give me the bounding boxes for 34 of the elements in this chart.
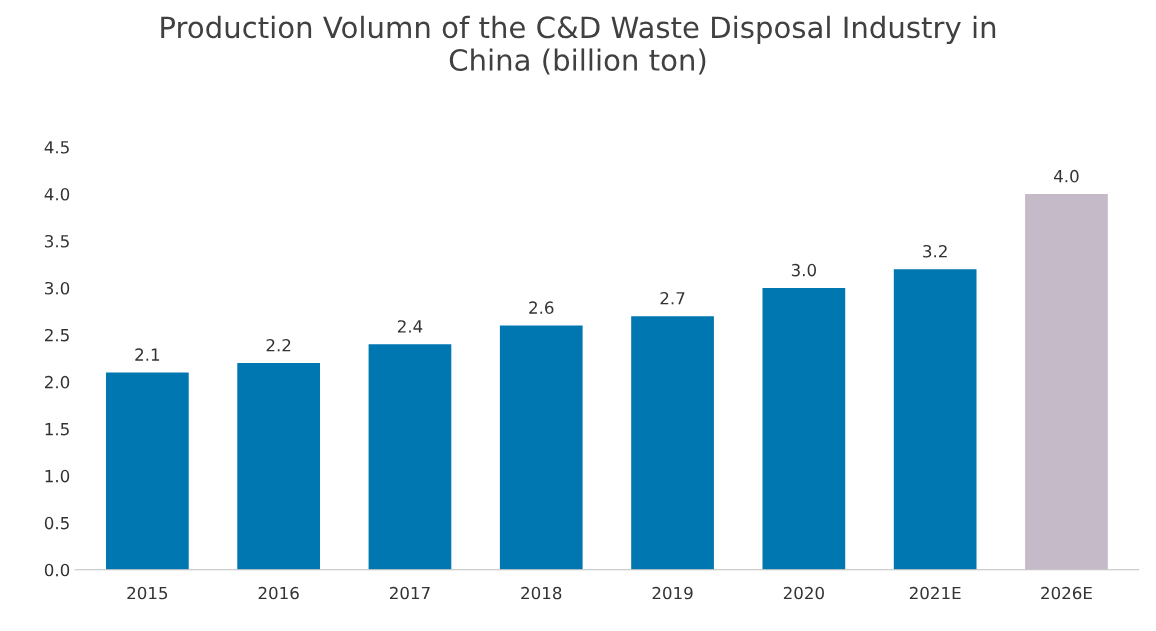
data-label: 2.1 <box>135 348 160 361</box>
x-tick-label: 2015 <box>127 586 168 600</box>
x-tick-label: 2019 <box>652 586 693 600</box>
y-tick-label: 2.0 <box>45 375 70 389</box>
x-tick-label: 2020 <box>783 586 824 600</box>
bar <box>106 372 189 570</box>
x-tick-label: 2026E <box>1041 586 1092 600</box>
data-label: 2.4 <box>397 320 423 333</box>
bar <box>237 363 321 570</box>
data-label: 3.0 <box>791 263 816 277</box>
y-tick-label: 0.0 <box>44 563 70 577</box>
chart-title: Production Volumn of the C&D Waste Disposal Industry in China (billion ton) <box>161 15 996 75</box>
y-tick-label: 0.5 <box>44 516 69 530</box>
bar <box>893 269 977 570</box>
bar <box>368 344 452 570</box>
y-tick-label: 3.5 <box>45 234 69 248</box>
x-tick-label: 2018 <box>521 586 562 600</box>
data-label: 2.6 <box>529 301 554 314</box>
data-label: 3.2 <box>923 244 947 258</box>
data-label: 2.7 <box>660 291 685 305</box>
x-tick-label: 2016 <box>258 586 299 600</box>
y-tick-label: 2.5 <box>45 328 69 342</box>
y-tick-label: 3.0 <box>45 281 70 295</box>
y-tick-label: 4.5 <box>44 141 69 154</box>
y-tick-label: 1.0 <box>45 469 70 483</box>
bar <box>762 287 846 570</box>
bar <box>631 316 714 570</box>
data-label: 2.2 <box>266 338 291 352</box>
y-tick-label: 1.5 <box>45 423 69 436</box>
y-tick-label: 4.0 <box>44 187 70 201</box>
data-label: 4.0 <box>1054 169 1079 183</box>
x-tick-label: 2021E <box>909 586 961 600</box>
x-tick-label: 2017 <box>389 586 430 600</box>
bar <box>499 325 583 570</box>
